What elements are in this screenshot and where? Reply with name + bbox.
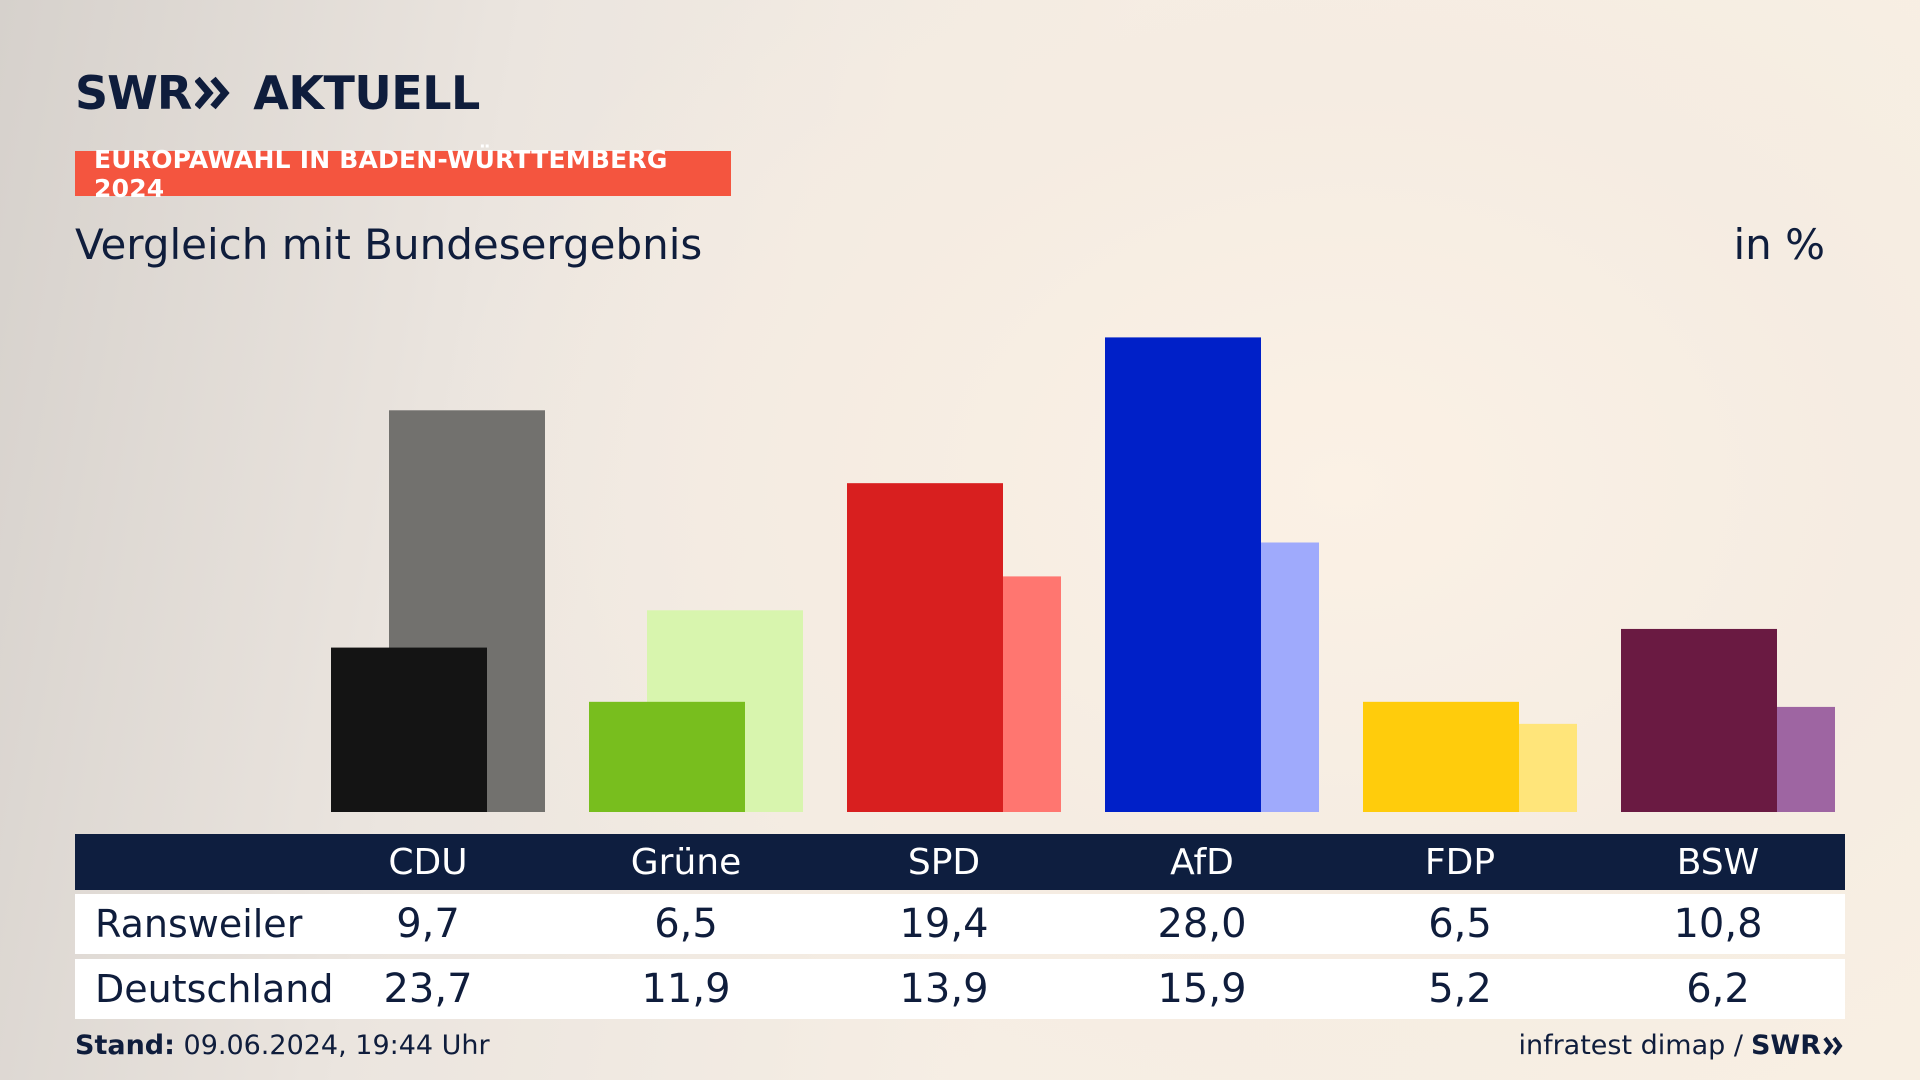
bar-ransweiler-gruene xyxy=(589,701,745,812)
source-text: infratest dimap / xyxy=(1518,1030,1743,1061)
bar-ransweiler-cdu xyxy=(331,647,487,812)
value-cell: 11,9 xyxy=(641,966,731,1012)
double-chevron-icon xyxy=(1823,1036,1843,1055)
swr-aktuell-logo: SWR AKTUELL xyxy=(75,66,480,120)
swr-logo-text: SWR xyxy=(75,66,192,120)
stand-value: 09.06.2024, 19:44 Uhr xyxy=(183,1030,490,1061)
header-afd: AfD xyxy=(1170,841,1234,883)
bar-ransweiler-fdp xyxy=(1363,701,1519,812)
chart-subtitle: Vergleich mit Bundesergebnis xyxy=(75,220,703,269)
table-header: CDU Grüne SPD AfD FDP BSW xyxy=(75,834,1845,890)
source-credit: infratest dimap / SWR xyxy=(1518,1030,1845,1061)
value-cell: 6,5 xyxy=(654,901,718,947)
value-cell: 5,2 xyxy=(1428,966,1492,1012)
value-cell: 13,9 xyxy=(899,966,989,1012)
results-table: CDU Grüne SPD AfD FDP BSW Ransweiler 9,7… xyxy=(75,834,1845,1019)
value-cell: 23,7 xyxy=(383,966,473,1012)
bar-ransweiler-bsw xyxy=(1621,628,1777,812)
value-cell: 6,2 xyxy=(1686,966,1750,1012)
header-gruene: Grüne xyxy=(630,841,742,883)
timestamp: Stand: 09.06.2024, 19:44 Uhr xyxy=(75,1030,490,1061)
value-cell: 9,7 xyxy=(396,901,460,947)
header-cdu: CDU xyxy=(388,841,468,883)
aktuell-logo-text: AKTUELL xyxy=(253,66,480,120)
value-cell: 19,4 xyxy=(899,901,989,947)
swr-small-logo: SWR xyxy=(1751,1030,1845,1061)
stand-label: Stand: xyxy=(75,1030,175,1061)
value-cell: 15,9 xyxy=(1157,966,1247,1012)
bar-ransweiler-afd xyxy=(1105,337,1261,812)
row-label: Ransweiler xyxy=(95,902,303,946)
header-fdp: FDP xyxy=(1424,841,1496,883)
bar-ransweiler-spd xyxy=(847,483,1003,812)
value-cell: 28,0 xyxy=(1157,901,1247,947)
swr-small-logo-text: SWR xyxy=(1750,1030,1821,1061)
swr-logo: SWR xyxy=(75,66,231,120)
unit-label: in % xyxy=(1733,220,1825,269)
header-spd: SPD xyxy=(907,841,981,883)
header-bsw: BSW xyxy=(1676,841,1760,883)
value-cell: 6,5 xyxy=(1428,901,1492,947)
value-cell: 10,8 xyxy=(1673,901,1763,947)
table-row-ransweiler: Ransweiler 9,7 6,5 19,4 28,0 6,5 10,8 xyxy=(75,894,1845,954)
row-label: Deutschland xyxy=(95,967,334,1011)
double-chevron-icon xyxy=(195,76,230,110)
table-row-deutschland: Deutschland 23,7 11,9 13,9 15,9 5,2 6,2 xyxy=(75,959,1845,1019)
